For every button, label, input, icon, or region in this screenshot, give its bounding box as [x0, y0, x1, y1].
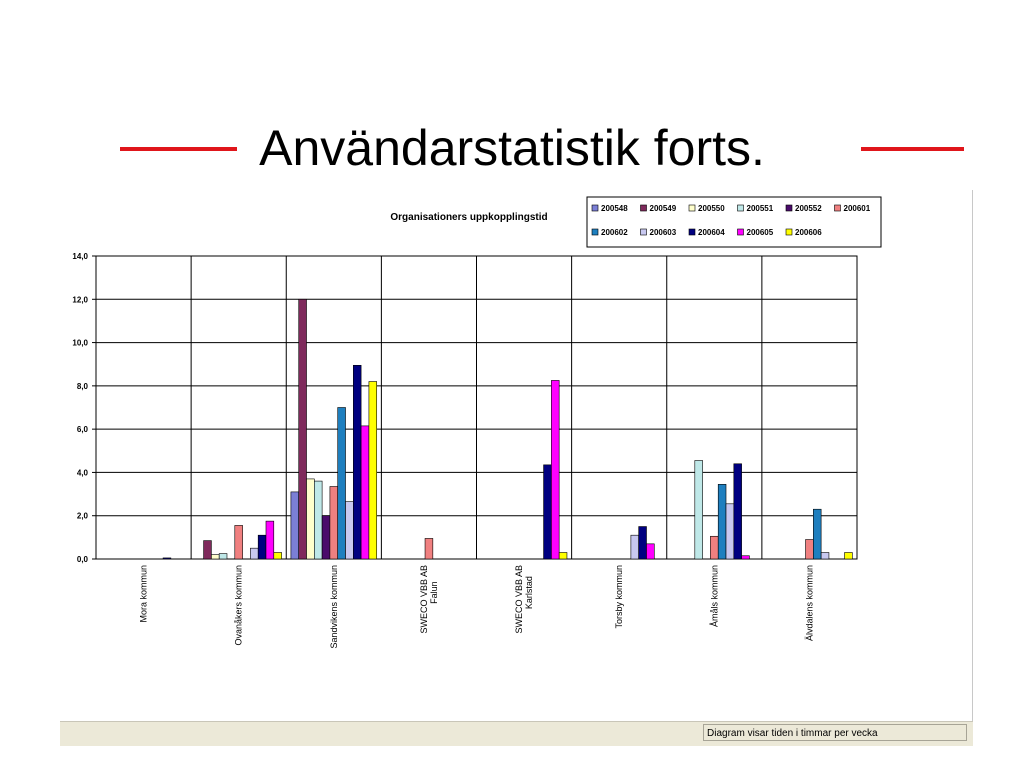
legend: 200548 200549 200550 200551 200552 200601 2006… — [586, 196, 882, 248]
bar-200603 — [725, 503, 735, 560]
bar-200602 — [717, 484, 727, 560]
x-tick-label-line: SWECO VBB AB — [514, 565, 524, 634]
legend-swatch — [640, 228, 647, 236]
bar-200604 — [257, 534, 267, 560]
legend-label: 200602 — [601, 228, 628, 237]
x-tick-label-line: Karlstad — [524, 576, 534, 609]
chart: Organisationers uppkopplingstid 0,0 2,0 4,… — [72, 196, 882, 649]
legend-swatch — [688, 204, 696, 212]
title-rule-right — [861, 147, 964, 151]
x-tick-label-line: Åmåls kommun — [709, 565, 719, 627]
x-tick-label-line: Torsby kommun — [614, 565, 624, 629]
legend-swatch — [640, 204, 647, 212]
status-text: Diagram visar tiden i timmar per vecka — [703, 724, 967, 741]
x-tick-label: Åmåls kommun — [709, 565, 719, 627]
bar-200605 — [265, 520, 275, 560]
bar-200549 — [203, 540, 212, 560]
legend-swatch — [737, 228, 744, 236]
bar-200604 — [638, 526, 647, 560]
x-tick-label-line: Falun — [429, 581, 439, 604]
y-tick-label: 6,0 — [77, 425, 89, 434]
bar-200606 — [558, 552, 568, 560]
bar-200551 — [694, 460, 703, 560]
x-tick-label-line: Sandvikens kommun — [329, 565, 339, 649]
bar-200602 — [337, 407, 346, 560]
bar-200552 — [321, 515, 331, 560]
bar-200601 — [329, 486, 339, 560]
y-tick-label: 4,0 — [77, 468, 89, 477]
y-tick-label: 0,0 — [77, 555, 89, 564]
legend-label: 200605 — [747, 228, 774, 237]
legend-swatch — [785, 228, 793, 236]
y-tick-label: 2,0 — [77, 512, 89, 521]
legend-label: 200551 — [747, 204, 774, 213]
x-tick-label: Ovanåkers kommun — [234, 565, 244, 646]
legend-swatch — [591, 228, 599, 236]
bar-200606 — [368, 381, 378, 560]
bar-200605 — [741, 555, 750, 560]
chart-window-border — [972, 190, 973, 745]
bar-200603 — [630, 534, 639, 560]
slide-title: Användarstatistik forts. — [259, 120, 765, 176]
x-tick-label: Sandvikens kommun — [329, 565, 339, 649]
bar-200601 — [424, 538, 434, 560]
bar-200603 — [250, 547, 259, 560]
bar-200551 — [218, 553, 228, 560]
y-tick-label: 8,0 — [77, 382, 89, 391]
x-tick-label-line: Mora kommun — [139, 565, 149, 623]
chart-title: Organisationers uppkopplingstid — [390, 212, 547, 223]
x-tick-label: SWECO VBB AB Karlstad — [514, 565, 534, 634]
bar-200601 — [234, 525, 243, 560]
legend-swatch — [688, 228, 696, 236]
legend-box — [586, 196, 882, 248]
bar-200549 — [298, 298, 307, 560]
x-tick-label: Torsby kommun — [614, 565, 624, 629]
legend-swatch — [785, 204, 793, 212]
x-tick-label-line: Älvdalens kommun — [804, 565, 814, 641]
bar-200606 — [273, 552, 282, 560]
y-tick-label: 12,0 — [72, 295, 88, 304]
plot-area: 0,0 2,0 4,0 6,0 8,0 10,0 12,0 14,0 Mora kommun Ov… — [72, 252, 858, 649]
legend-label: 200550 — [698, 204, 725, 213]
bar-200604 — [733, 463, 742, 560]
x-tick-label-line: Ovanåkers kommun — [234, 565, 244, 646]
bar-200605 — [360, 425, 370, 560]
bar-200606 — [844, 552, 853, 560]
legend-label: 200552 — [795, 204, 822, 213]
legend-label: 200548 — [601, 204, 628, 213]
bar-200604 — [162, 557, 172, 560]
x-tick-label: Mora kommun — [139, 565, 149, 623]
x-tick-label-line: SWECO VBB AB — [419, 565, 429, 634]
bar-200605 — [551, 380, 560, 560]
x-tick-label: SWECO VBB AB Falun — [419, 565, 439, 634]
y-tick-label: 10,0 — [72, 339, 88, 348]
bar-200604 — [353, 364, 362, 560]
legend-label: 200601 — [844, 204, 871, 213]
bar-200604 — [543, 464, 552, 560]
y-tick-label: 14,0 — [72, 252, 88, 261]
bar-200601 — [805, 539, 814, 560]
legend-label: 200604 — [698, 228, 725, 237]
bar-200550 — [211, 554, 220, 560]
legend-label: 200603 — [650, 228, 677, 237]
legend-swatch — [591, 204, 599, 212]
bar-200603 — [820, 552, 830, 560]
legend-label: 200549 — [650, 204, 677, 213]
legend-swatch — [834, 204, 841, 212]
bar-200603 — [345, 501, 354, 560]
bar-200602 — [813, 508, 822, 560]
bar-200551 — [314, 480, 323, 560]
legend-swatch — [737, 204, 744, 212]
bar-200550 — [306, 478, 315, 560]
title-rule-left — [120, 147, 237, 151]
bar-200548 — [290, 491, 300, 560]
legend-label: 200606 — [795, 228, 822, 237]
bar-200605 — [646, 543, 655, 560]
x-tick-label: Älvdalens kommun — [804, 565, 814, 641]
bar-200601 — [710, 535, 719, 560]
